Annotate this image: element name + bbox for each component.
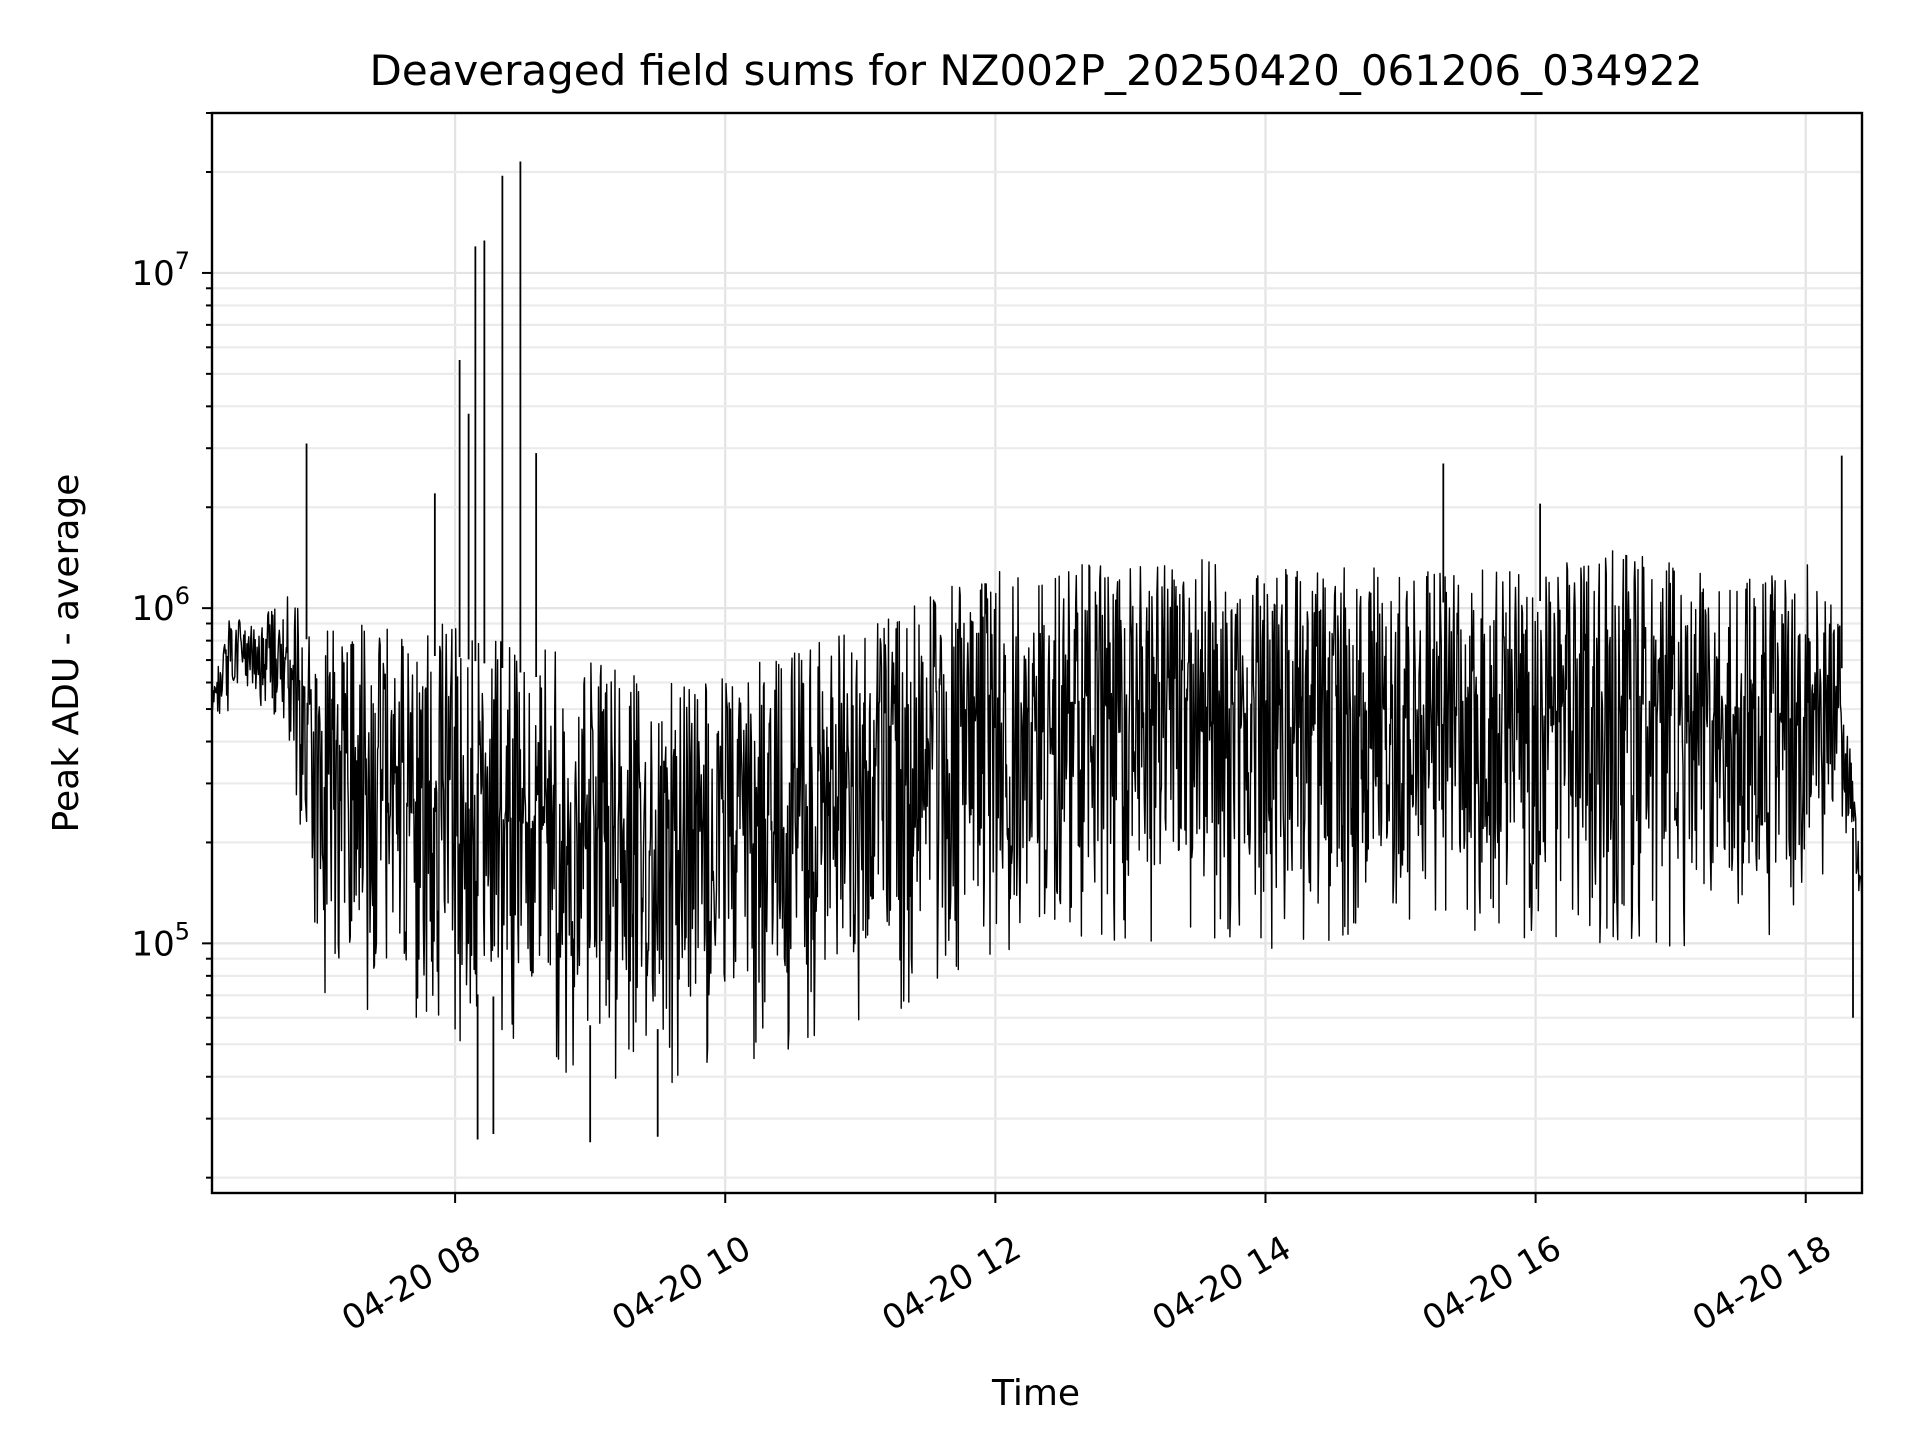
y-tick-label: 107 xyxy=(131,247,190,294)
chart-title: Deaveraged field sums for NZ002P_2025042… xyxy=(370,46,1703,95)
y-tick-label: 106 xyxy=(131,582,190,629)
y-axis-label: Peak ADU - average xyxy=(46,474,87,833)
x-axis-label: Time xyxy=(991,1373,1080,1414)
plot-frame xyxy=(210,111,1864,1195)
series-area xyxy=(211,161,1863,1143)
y-tick-label: 105 xyxy=(131,917,190,964)
series-line xyxy=(211,550,1863,1084)
